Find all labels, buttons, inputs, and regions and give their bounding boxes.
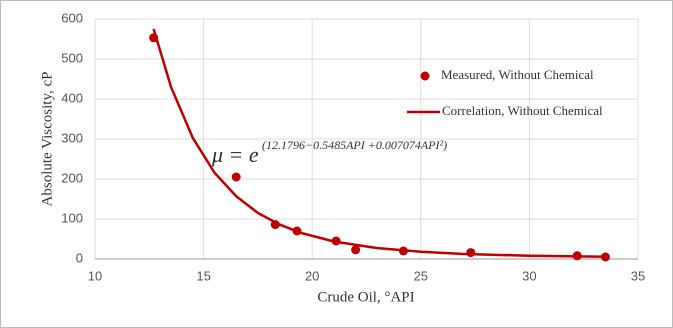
- legend-label: Measured, Without Chemical: [441, 67, 594, 82]
- y-tick-label: 300: [61, 130, 83, 145]
- data-line: [152, 28, 606, 258]
- data-point: [600, 252, 610, 262]
- y-tick-label: 500: [61, 50, 83, 65]
- data-point: [231, 172, 241, 182]
- x-tick-label: 35: [631, 268, 645, 283]
- x-tick-label: 10: [88, 268, 102, 283]
- legend-label: Correlation, Without Chemical: [442, 103, 603, 118]
- y-axis-label: Absolute Viscosity, cP: [39, 72, 55, 207]
- x-axis-label: Crude Oil, °API: [317, 289, 414, 305]
- data-point: [466, 248, 476, 258]
- legend-swatch: [420, 71, 430, 81]
- data-point: [351, 245, 361, 255]
- x-tick-label: 25: [414, 268, 428, 283]
- y-tick-label: 200: [61, 170, 83, 185]
- annotation-exponent: (12.1796−0.5485API +0.007074API²): [262, 138, 447, 152]
- y-tick-label: 600: [61, 10, 83, 25]
- y-tick-label: 400: [61, 90, 83, 105]
- x-tick-label: 30: [522, 268, 536, 283]
- y-tick-label: 100: [61, 210, 83, 225]
- x-tick-label: 20: [305, 268, 319, 283]
- annotation-base: μ = e: [211, 142, 259, 167]
- y-tick-label: 0: [76, 250, 83, 265]
- x-tick-label: 15: [196, 268, 210, 283]
